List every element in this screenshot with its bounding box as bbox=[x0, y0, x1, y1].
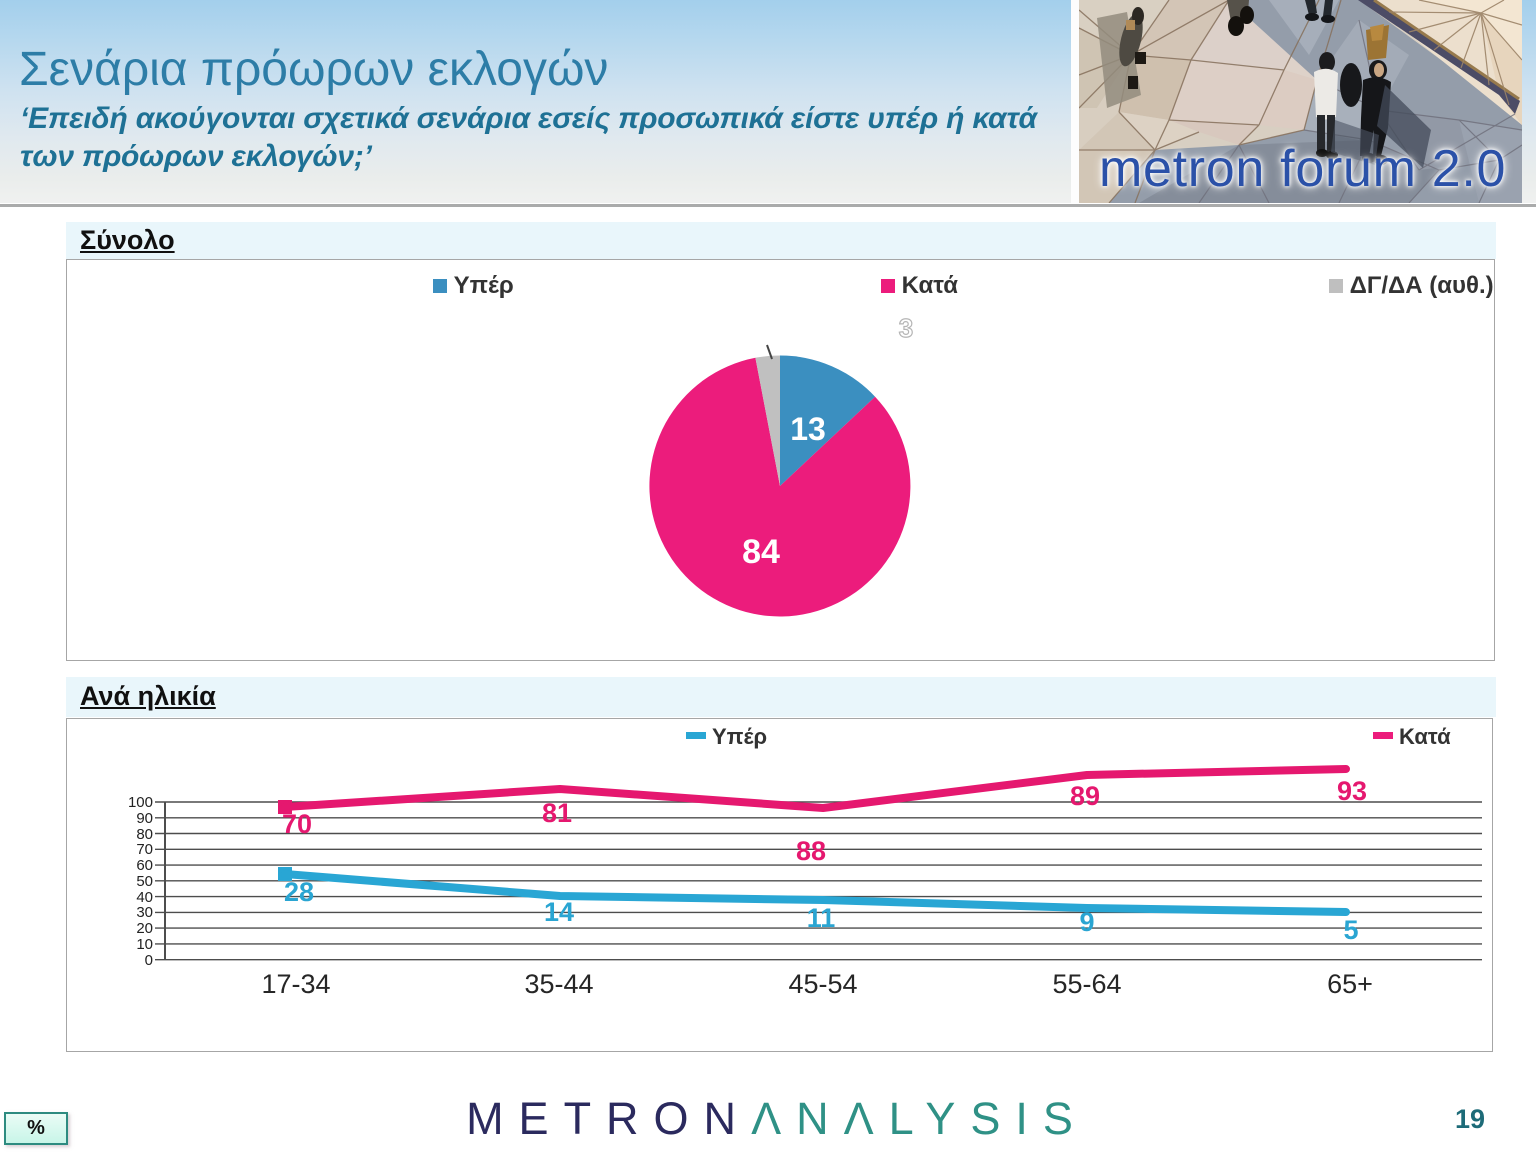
svg-text:35-44: 35-44 bbox=[524, 969, 593, 999]
svg-text:45-54: 45-54 bbox=[788, 969, 857, 999]
svg-text:90: 90 bbox=[136, 810, 153, 827]
svg-text:100: 100 bbox=[128, 794, 153, 811]
svg-text:9: 9 bbox=[1079, 907, 1094, 937]
svg-text:13: 13 bbox=[790, 411, 826, 447]
svg-text:17-34: 17-34 bbox=[261, 969, 330, 999]
svg-text:80: 80 bbox=[136, 826, 153, 843]
svg-text:84: 84 bbox=[742, 533, 780, 571]
svg-text:89: 89 bbox=[1070, 781, 1100, 811]
svg-text:Υπέρ: Υπέρ bbox=[712, 724, 767, 749]
svg-text:5: 5 bbox=[1343, 915, 1358, 945]
svg-text:3: 3 bbox=[899, 313, 913, 343]
svg-text:60: 60 bbox=[136, 857, 153, 874]
svg-text:65+: 65+ bbox=[1327, 969, 1373, 999]
svg-text:14: 14 bbox=[544, 897, 574, 927]
svg-text:30: 30 bbox=[136, 904, 153, 921]
svg-text:50: 50 bbox=[136, 873, 153, 890]
svg-text:88: 88 bbox=[796, 836, 826, 866]
svg-text:70: 70 bbox=[136, 841, 153, 858]
svg-text:55-64: 55-64 bbox=[1052, 969, 1121, 999]
svg-text:40: 40 bbox=[136, 889, 153, 906]
svg-text:Κατά: Κατά bbox=[1399, 724, 1451, 749]
svg-text:metron forum 2.0: metron forum 2.0 bbox=[1099, 140, 1506, 198]
svg-text:20: 20 bbox=[136, 920, 153, 937]
svg-text:28: 28 bbox=[284, 877, 314, 907]
svg-text:0: 0 bbox=[145, 952, 153, 969]
svg-text:93: 93 bbox=[1337, 776, 1367, 806]
svg-text:10: 10 bbox=[136, 936, 153, 953]
svg-text:11: 11 bbox=[807, 903, 836, 933]
svg-text:81: 81 bbox=[542, 798, 572, 828]
